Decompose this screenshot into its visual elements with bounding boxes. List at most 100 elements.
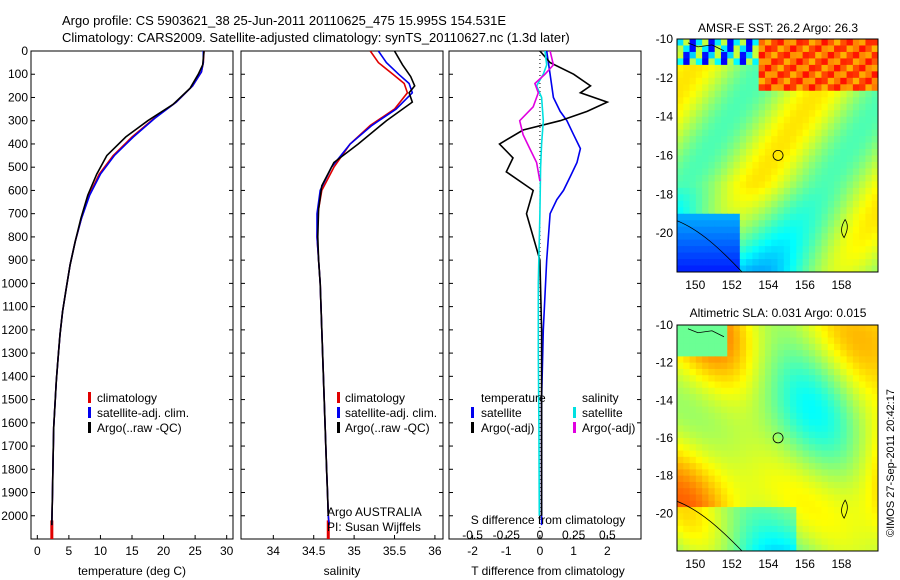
- sst-map-cell: [865, 187, 873, 195]
- sla-map-cell: [727, 431, 735, 439]
- sst-map-cell: [840, 226, 848, 234]
- sla-map-cell: [859, 456, 867, 464]
- sla-map-cell: [815, 475, 823, 483]
- sla-map-cell: [865, 431, 873, 439]
- sla-map-cell: [739, 481, 747, 489]
- sst-map-cell: [758, 200, 766, 208]
- sla-map-cell: [802, 412, 810, 420]
- sst-map-cell: [865, 129, 873, 137]
- sst-map-cell: [827, 110, 835, 118]
- sla-map-cell: [758, 519, 766, 527]
- sla-map-cell: [846, 513, 854, 521]
- sst-map-cell: [790, 45, 797, 53]
- sla-map-cell: [695, 456, 703, 464]
- sla-map-cell: [771, 532, 779, 540]
- sst-map-cell: [865, 39, 873, 47]
- sst-map-cell: [865, 161, 873, 170]
- legend-swatch-climatology: [88, 392, 91, 403]
- sst-map-ytick-label: -16: [656, 149, 674, 163]
- sla-map-cell: [739, 368, 747, 376]
- sst-map-cell: [865, 259, 873, 267]
- sst-map-cell: [859, 174, 867, 182]
- sst-map-cell: [821, 129, 829, 137]
- sst-map-cell: [677, 142, 684, 150]
- sla-map-cell: [683, 438, 691, 445]
- sla-map-cell: [827, 444, 835, 452]
- sst-map-cell: [859, 161, 867, 170]
- sla-map-cell: [708, 381, 716, 389]
- sla-map-cell: [739, 500, 747, 508]
- sst-map-cell: [815, 84, 823, 92]
- sla-map-cell: [821, 350, 829, 357]
- sla-map-cell: [720, 368, 728, 376]
- sla-map-cell: [846, 475, 854, 483]
- sst-map-cell: [859, 168, 867, 176]
- sla-map-cell: [865, 362, 873, 370]
- sla-map-cell: [783, 444, 791, 452]
- sla-map-cell: [821, 532, 829, 540]
- sla-map-cell: [727, 419, 735, 427]
- sst-map-cell: [796, 168, 804, 176]
- sst-map-cell: [683, 58, 691, 66]
- legend-swatch-climatology: [337, 392, 340, 403]
- sst-map-cell: [790, 103, 797, 111]
- sst-map-cell: [859, 265, 867, 272]
- sla-map-cell: [815, 507, 823, 514]
- sst-map-cell: [733, 194, 741, 202]
- sla-map-cell: [777, 488, 785, 496]
- sla-map-cell: [683, 456, 691, 464]
- sla-map-cell: [808, 494, 816, 502]
- legend-title-temperature: temperature: [481, 391, 546, 405]
- sst-map-cell: [859, 252, 867, 260]
- legend-label-climatology: climatology: [97, 391, 157, 405]
- sst-map-cell: [764, 246, 772, 254]
- sst-map-cell: [852, 168, 860, 176]
- sst-map-cell: [714, 149, 722, 157]
- sla-map-cell: [752, 331, 760, 339]
- sst-map-cell: [777, 64, 785, 72]
- sla-map-cell: [815, 481, 823, 489]
- sla-map-cell: [758, 469, 766, 477]
- sst-map-cell: [808, 39, 816, 47]
- sla-map-cell: [695, 356, 703, 364]
- sst-map-cell: [708, 265, 716, 272]
- sla-map-cell: [695, 544, 703, 551]
- sla-map-cell: [733, 463, 741, 470]
- sla-map-cell: [821, 356, 829, 364]
- sst-map-cell: [689, 71, 697, 79]
- sla-map-cell: [689, 513, 697, 521]
- sst-map-cell: [714, 213, 722, 221]
- sla-map-cell: [714, 488, 722, 496]
- sst-map-cell: [777, 45, 785, 53]
- sst-map-cell: [746, 259, 753, 267]
- sla-map-cell: [752, 538, 760, 546]
- sla-map-cell: [790, 456, 797, 464]
- sla-map-cell: [702, 494, 710, 502]
- sla-map-cell: [865, 463, 873, 470]
- sst-map-cell: [764, 84, 772, 92]
- sla-map-cell: [720, 450, 728, 458]
- sla-map-cell: [739, 513, 747, 521]
- sla-map-cell: [827, 525, 835, 533]
- sst-map-cell: [827, 207, 835, 215]
- sst-map-cell: [677, 187, 684, 195]
- sst-map-cell: [739, 213, 747, 221]
- sla-map-cell: [865, 394, 873, 401]
- sst-map-cell: [758, 187, 766, 195]
- sst-map-cell: [727, 194, 735, 202]
- sst-map-cell: [802, 187, 810, 195]
- sst-map-cell: [796, 252, 804, 260]
- sla-map-cell: [683, 525, 691, 533]
- sst-map-cell: [720, 174, 728, 182]
- sst-map-cell: [802, 265, 810, 272]
- sla-map-cell: [702, 519, 710, 527]
- sla-map-cell: [771, 431, 779, 439]
- sla-map-cell: [827, 475, 835, 483]
- sst-map-cell: [840, 129, 848, 137]
- sla-map-cell: [802, 381, 810, 389]
- sst-map-cell: [746, 239, 753, 247]
- sst-map-cell: [689, 142, 697, 150]
- sst-map-cell: [708, 259, 716, 267]
- sla-map-cell: [764, 356, 772, 364]
- sla-map-cell: [827, 394, 835, 401]
